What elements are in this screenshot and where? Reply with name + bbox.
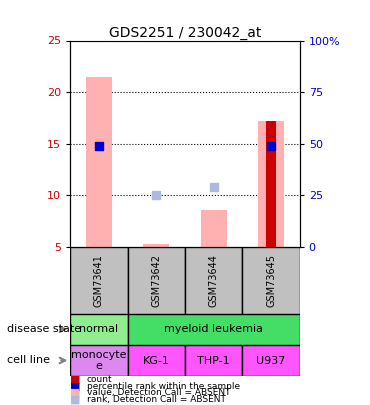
Bar: [185, 247, 242, 314]
Bar: [201, 210, 226, 247]
Text: percentile rank within the sample: percentile rank within the sample: [87, 382, 240, 391]
Text: ■: ■: [70, 382, 81, 391]
Point: [268, 143, 274, 149]
Bar: [242, 247, 300, 314]
Bar: [70, 314, 128, 345]
Text: count: count: [87, 375, 112, 384]
Text: GDS2251 / 230042_at: GDS2251 / 230042_at: [109, 26, 261, 40]
Point: [211, 184, 217, 190]
Text: rank, Detection Call = ABSENT: rank, Detection Call = ABSENT: [87, 395, 226, 404]
Text: monocyte
e: monocyte e: [71, 350, 127, 371]
Point: [153, 192, 159, 199]
Bar: [128, 247, 185, 314]
Text: KG-1: KG-1: [143, 356, 170, 366]
Text: myeloid leukemia: myeloid leukemia: [164, 324, 263, 335]
Text: normal: normal: [80, 324, 118, 335]
Text: GSM73644: GSM73644: [209, 254, 219, 307]
Text: ■: ■: [70, 388, 81, 398]
Bar: [266, 121, 276, 247]
Bar: [258, 121, 284, 247]
Bar: [185, 345, 242, 376]
Bar: [70, 345, 128, 376]
Bar: [128, 314, 300, 345]
Text: ■: ■: [70, 375, 81, 385]
Text: GSM73645: GSM73645: [266, 254, 276, 307]
Bar: [128, 345, 185, 376]
Text: disease state: disease state: [7, 324, 81, 334]
Text: THP-1: THP-1: [197, 356, 230, 366]
Bar: [242, 345, 300, 376]
Text: GSM73642: GSM73642: [151, 254, 161, 307]
Text: value, Detection Call = ABSENT: value, Detection Call = ABSENT: [87, 388, 231, 397]
Bar: [144, 244, 169, 247]
Bar: [70, 247, 128, 314]
Bar: [86, 77, 112, 247]
Text: U937: U937: [256, 356, 286, 366]
Point: [96, 143, 102, 149]
Text: ■: ■: [70, 394, 81, 404]
Text: GSM73641: GSM73641: [94, 254, 104, 307]
Text: cell line: cell line: [7, 356, 50, 365]
